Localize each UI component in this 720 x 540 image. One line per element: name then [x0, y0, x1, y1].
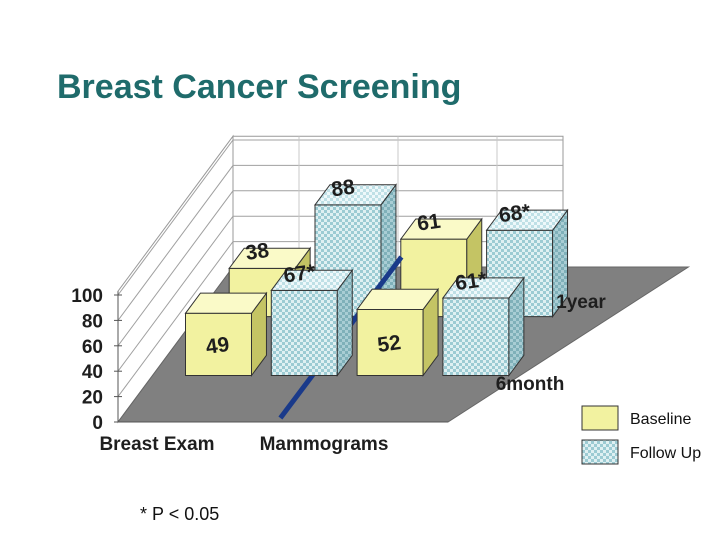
bar-top-face — [356, 288, 440, 310]
depth-row-labels: 6month 1year — [496, 292, 607, 395]
depth-row-label: 6month — [496, 374, 565, 395]
chart-gridlines — [117, 136, 563, 397]
gridline — [117, 190, 563, 347]
bar-top-face — [485, 209, 569, 231]
bar-6month-follow-1 — [441, 276, 525, 378]
bar-front-face — [442, 297, 510, 376]
bar-top-face — [270, 269, 354, 291]
depth-row-label: 1year — [556, 292, 606, 313]
bar-value-label: 38 — [244, 239, 271, 265]
slide-title: Breast Cancer Screening — [57, 68, 462, 106]
legend-swatch — [581, 439, 619, 465]
bar-front-face — [270, 289, 338, 376]
bar-6month-baseline-1 — [356, 287, 440, 378]
y-tick-label: 40 — [82, 362, 103, 383]
x-category-label: Mammograms — [260, 434, 389, 455]
y-tick-label: 20 — [82, 388, 103, 409]
bar-value-label: 49 — [204, 333, 230, 359]
bar-6month-baseline-0 — [184, 291, 268, 378]
legend-label: Follow Up — [630, 445, 701, 462]
bar-value-label: 67* — [282, 260, 317, 287]
bar-value-label: 52 — [376, 331, 402, 357]
bar-value-label: 68* — [497, 200, 532, 227]
y-tick-label: 60 — [82, 337, 103, 358]
bars-front-row: 49 52 67* 61* — [184, 260, 525, 378]
gridline — [117, 164, 563, 321]
bar-value-label: 61 — [416, 210, 443, 236]
bars-back-row: 38 61 88 68* — [228, 175, 569, 319]
bar-top-face — [184, 292, 268, 314]
legend-label: Baseline — [630, 411, 691, 428]
y-tick-label: 80 — [82, 311, 103, 332]
y-axis: 0 20 40 60 80 100 — [71, 286, 122, 434]
x-category-label: Breast Exam — [99, 434, 214, 455]
bar-top-face — [228, 247, 312, 269]
gridline — [117, 215, 563, 372]
bar-top-face — [314, 184, 397, 206]
bar-top-face — [441, 277, 525, 299]
bar-6month-follow-0 — [270, 268, 354, 378]
gridline — [117, 139, 563, 296]
legend-swatch — [581, 405, 619, 431]
bar-top-face — [399, 218, 483, 240]
bar-value-label: 88 — [330, 175, 357, 201]
legend: Baseline Follow Up — [581, 405, 701, 465]
bar-value-label: 61* — [454, 268, 489, 295]
bar-1year-follow-0 — [314, 183, 397, 319]
footnote: * P < 0.05 — [140, 504, 220, 524]
x-axis: Breast Exam Mammograms — [99, 421, 448, 455]
y-tick-label: 100 — [71, 286, 103, 307]
y-tick-label: 0 — [92, 413, 103, 434]
